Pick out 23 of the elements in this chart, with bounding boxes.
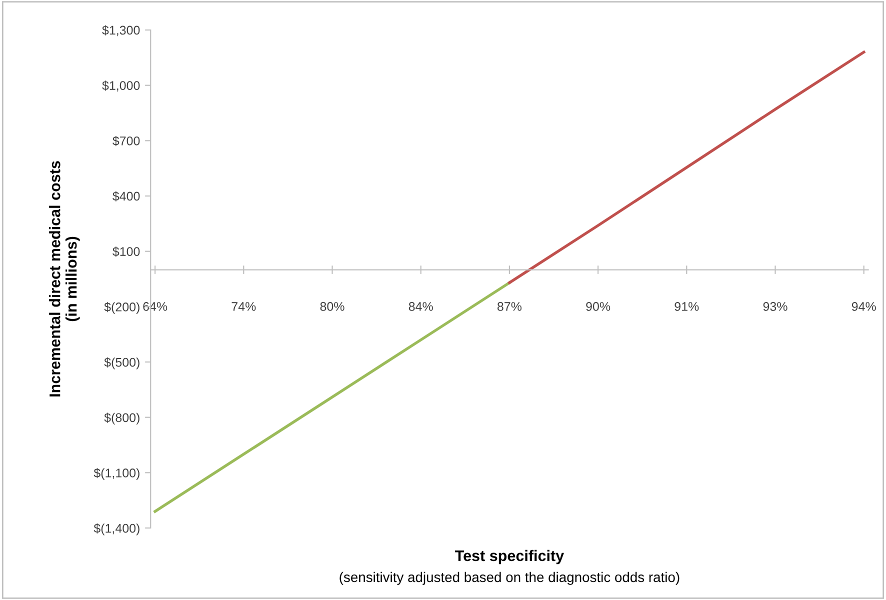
y-tick-label: $100 — [112, 246, 140, 257]
x-tick-label: 90% — [586, 302, 610, 311]
y-tick-label: $1,300 — [102, 25, 140, 36]
x-tick-label: 74% — [232, 302, 256, 311]
line-series — [508, 50, 866, 284]
x-tick-label: 94% — [852, 302, 876, 311]
y-tick-label: $(1,100) — [94, 468, 140, 480]
y-axis-title: Incremental direct medical costs (in millions) — [49, 161, 80, 396]
x-tick-label: 93% — [763, 302, 788, 311]
x-axis-title: Test specificity — [455, 550, 564, 564]
x-tick-label: 87% — [497, 302, 522, 311]
x-tick-label: 84% — [408, 302, 433, 311]
x-tick-label: 64% — [143, 302, 168, 311]
y-tick-label: $(200) — [104, 302, 140, 314]
y-tick-label: $(1,400) — [94, 523, 140, 536]
x-tick-label: 80% — [320, 302, 344, 311]
y-tick-label: $(800) — [104, 412, 140, 425]
y-tick-label: $700 — [112, 136, 140, 146]
y-tick-label: $400 — [112, 191, 140, 202]
y-tick-label: $1,000 — [102, 80, 140, 92]
text: (sensitivity adjusted based on the diagnostic odds ratio) — [340, 572, 680, 585]
y-tick-label: $(500) — [104, 357, 140, 370]
x-tick-label: 91% — [674, 302, 699, 311]
